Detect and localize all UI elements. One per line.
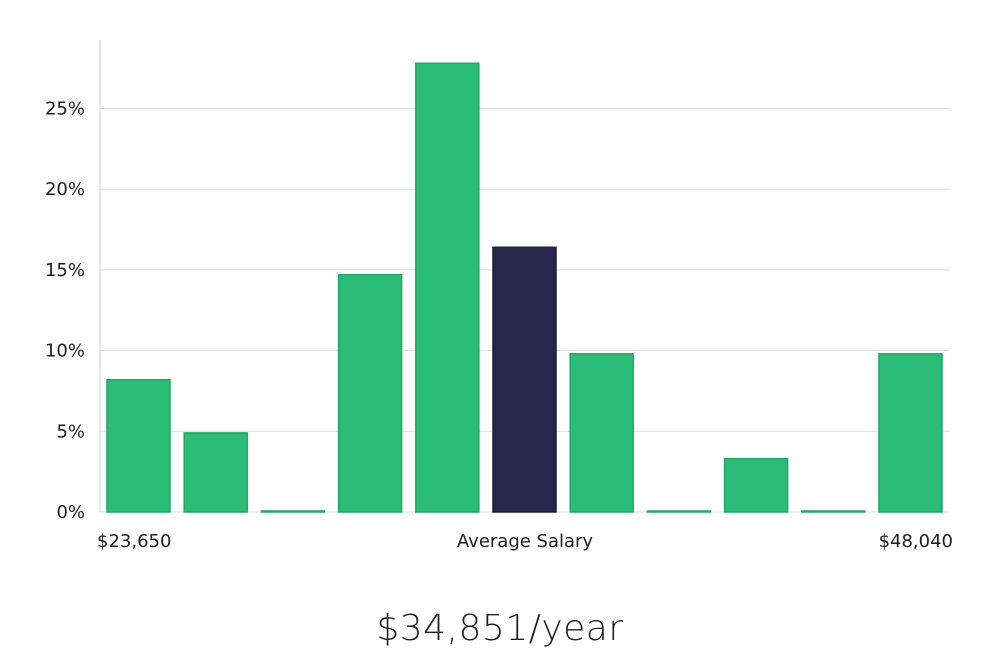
bar — [646, 510, 712, 513]
bar — [723, 457, 789, 513]
x-label-min: $23,650 — [97, 531, 171, 552]
y-tick-label: 5% — [56, 421, 85, 442]
y-tick-label: 20% — [45, 179, 85, 200]
bar — [415, 62, 480, 513]
bar — [106, 378, 171, 513]
average-salary-value: $34,851/year — [376, 608, 624, 649]
y-tick-label: 0% — [56, 502, 85, 523]
x-axis-labels: $23,650 Average Salary $48,040 — [97, 531, 953, 552]
y-tick-label: 15% — [45, 260, 85, 281]
y-tick-label: 10% — [45, 341, 85, 362]
x-label-center: Average Salary — [457, 531, 594, 552]
bars — [106, 62, 943, 513]
bar — [337, 273, 403, 513]
salary-histogram: 0% 5% 10% 15% 20% 25% $23,650 Average Salary … — [45, 40, 953, 552]
bar — [183, 432, 248, 513]
y-axis-ticks: 0% 5% 10% 15% 20% 25% — [45, 99, 85, 524]
y-tick-label: 25% — [45, 99, 85, 120]
bar — [569, 353, 634, 513]
bar — [878, 353, 943, 513]
bar — [801, 510, 866, 513]
bar-average-bucket — [492, 246, 557, 513]
x-label-max: $48,040 — [879, 531, 953, 552]
bar — [260, 510, 326, 513]
